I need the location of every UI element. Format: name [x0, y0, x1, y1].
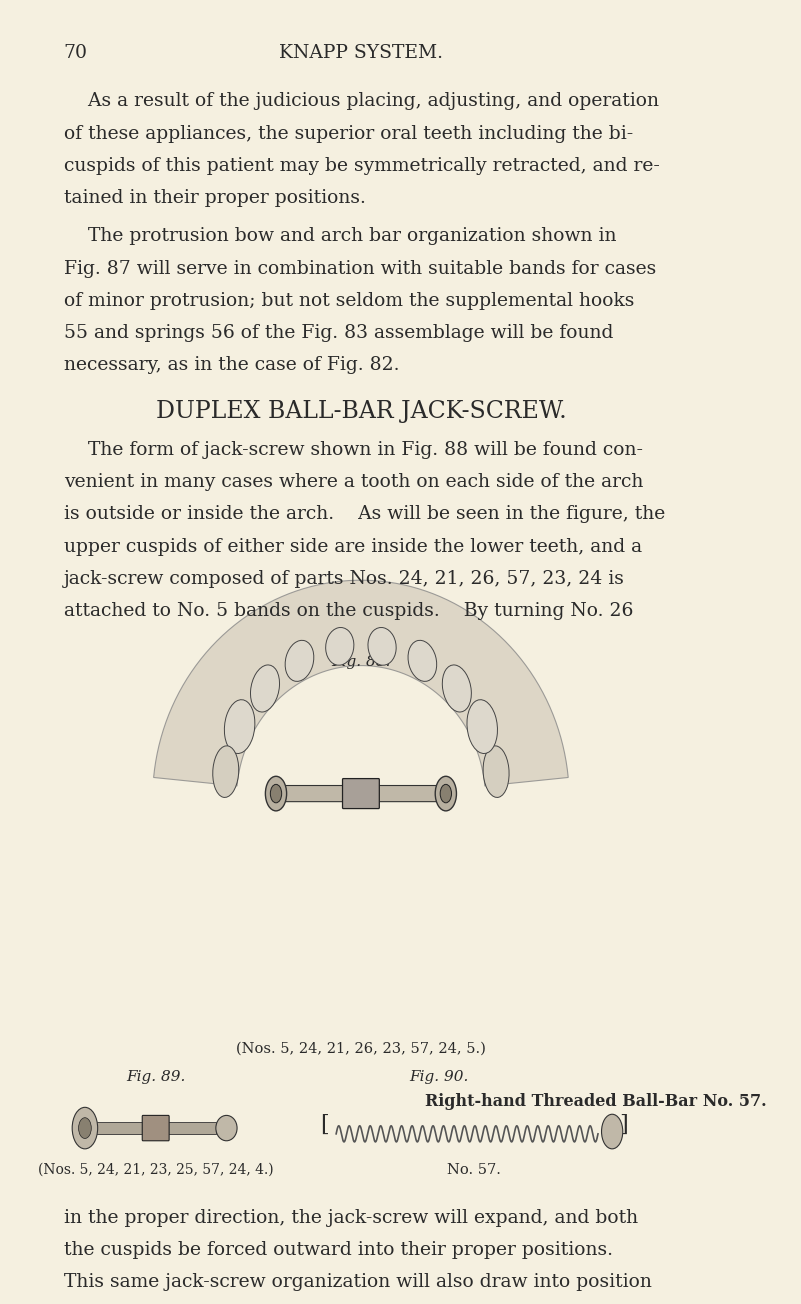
Text: (Nos. 5, 24, 21, 26, 23, 57, 24, 5.): (Nos. 5, 24, 21, 26, 23, 57, 24, 5.) [236, 1042, 486, 1055]
Ellipse shape [442, 665, 471, 712]
Text: necessary, as in the case of Fig. 82.: necessary, as in the case of Fig. 82. [64, 356, 399, 374]
Ellipse shape [213, 746, 239, 798]
FancyBboxPatch shape [95, 1123, 215, 1134]
Text: cuspids of this patient may be symmetrically retracted, and re-: cuspids of this patient may be symmetric… [64, 156, 659, 175]
Ellipse shape [224, 700, 255, 754]
Text: 55 and springs 56 of the Fig. 83 assemblage will be found: 55 and springs 56 of the Fig. 83 assembl… [64, 325, 613, 342]
Text: Fig. 89.: Fig. 89. [126, 1071, 185, 1085]
Text: ]: ] [619, 1114, 628, 1136]
Text: No. 57.: No. 57. [447, 1163, 501, 1176]
Text: Fig. 88.: Fig. 88. [332, 655, 391, 669]
Text: As a result of the judicious placing, adjusting, and operation: As a result of the judicious placing, ad… [64, 93, 658, 111]
PathPatch shape [154, 580, 568, 786]
Ellipse shape [467, 700, 497, 754]
FancyBboxPatch shape [143, 1115, 169, 1141]
Text: in the proper direction, the jack-screw will expand, and both: in the proper direction, the jack-screw … [64, 1209, 638, 1227]
Ellipse shape [251, 665, 280, 712]
Text: attached to No. 5 bands on the cuspids.    By turning No. 26: attached to No. 5 bands on the cuspids. … [64, 602, 633, 621]
Circle shape [602, 1114, 622, 1149]
Text: Fig. 87 will serve in combination with suitable bands for cases: Fig. 87 will serve in combination with s… [64, 259, 656, 278]
Ellipse shape [326, 627, 354, 665]
Circle shape [72, 1107, 98, 1149]
Circle shape [78, 1118, 91, 1138]
Circle shape [270, 784, 282, 803]
Ellipse shape [408, 640, 437, 682]
Text: Right-hand Threaded Ball-Bar No. 57.: Right-hand Threaded Ball-Bar No. 57. [425, 1094, 767, 1111]
Circle shape [441, 784, 452, 803]
Ellipse shape [483, 746, 509, 798]
Ellipse shape [368, 627, 396, 665]
Ellipse shape [215, 1115, 237, 1141]
Text: [: [ [320, 1114, 329, 1136]
Text: tained in their proper positions.: tained in their proper positions. [64, 189, 365, 207]
Text: 70: 70 [64, 44, 87, 61]
Text: Fig. 90.: Fig. 90. [409, 1071, 469, 1085]
Text: DUPLEX BALL-BAR JACK-SCREW.: DUPLEX BALL-BAR JACK-SCREW. [155, 400, 566, 424]
Text: is outside or inside the arch.    As will be seen in the figure, the: is outside or inside the arch. As will b… [64, 505, 665, 523]
Text: of minor protrusion; but not seldom the supplemental hooks: of minor protrusion; but not seldom the … [64, 292, 634, 310]
FancyBboxPatch shape [281, 785, 441, 802]
Text: upper cuspids of either side are inside the lower teeth, and a: upper cuspids of either side are inside … [64, 537, 642, 556]
Text: jack-screw composed of parts Nos. 24, 21, 26, 57, 23, 24 is: jack-screw composed of parts Nos. 24, 21… [64, 570, 625, 588]
Circle shape [435, 776, 457, 811]
Text: the cuspids be forced outward into their proper positions.: the cuspids be forced outward into their… [64, 1241, 613, 1260]
Text: This same jack-screw organization will also draw into position: This same jack-screw organization will a… [64, 1274, 651, 1291]
Text: (Nos. 5, 24, 21, 23, 25, 57, 24, 4.): (Nos. 5, 24, 21, 23, 25, 57, 24, 4.) [38, 1163, 273, 1176]
Text: KNAPP SYSTEM.: KNAPP SYSTEM. [279, 44, 443, 61]
FancyBboxPatch shape [343, 778, 380, 808]
Text: of these appliances, the superior oral teeth including the bi-: of these appliances, the superior oral t… [64, 125, 633, 142]
Text: The form of jack-screw shown in Fig. 88 will be found con-: The form of jack-screw shown in Fig. 88 … [64, 441, 642, 459]
Circle shape [265, 776, 287, 811]
Text: venient in many cases where a tooth on each side of the arch: venient in many cases where a tooth on e… [64, 473, 643, 490]
Text: The protrusion bow and arch bar organization shown in: The protrusion bow and arch bar organiza… [64, 227, 616, 245]
Ellipse shape [285, 640, 314, 682]
